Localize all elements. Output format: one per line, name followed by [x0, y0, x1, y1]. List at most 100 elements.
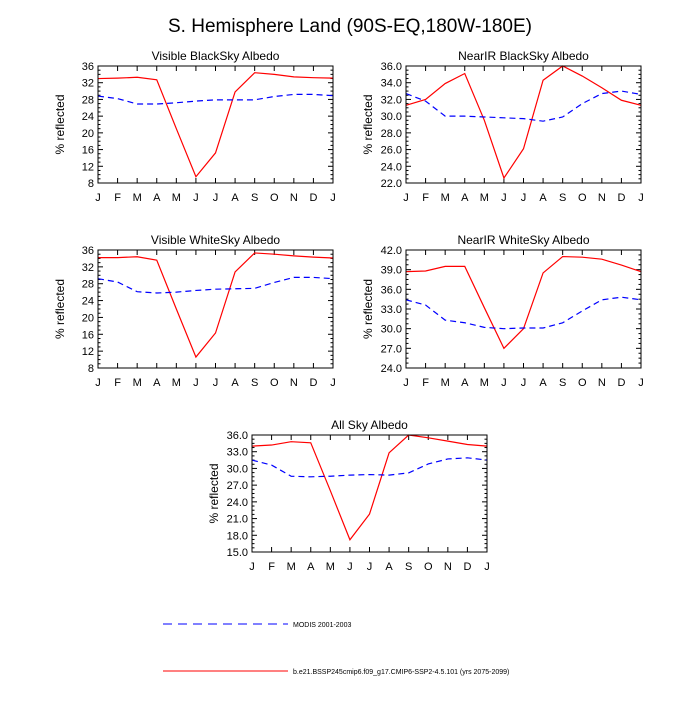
x-tick-label: D [617, 192, 625, 204]
y-tick-label: 24 [82, 296, 94, 308]
y-tick-label: 28 [82, 94, 94, 106]
x-tick-label: J [193, 377, 199, 389]
x-tick-label: F [114, 192, 121, 204]
x-tick-label: J [213, 192, 219, 204]
x-tick-label: M [172, 192, 181, 204]
x-tick-label: N [290, 377, 298, 389]
x-tick-label: J [193, 192, 199, 204]
y-tick-label: 34.0 [381, 78, 402, 90]
panel-title: NearIR WhiteSky Albedo [457, 233, 589, 247]
x-tick-label: O [578, 377, 587, 389]
x-tick-label: J [501, 377, 507, 389]
x-tick-label: J [521, 377, 527, 389]
panel-title: NearIR BlackSky Albedo [458, 49, 589, 63]
x-tick-label: S [251, 192, 258, 204]
y-tick-label: 24.0 [381, 363, 402, 375]
figure-title: S. Hemisphere Land (90S-EQ,180W-180E) [168, 16, 532, 37]
plot-frame [98, 66, 333, 183]
panel-visible-whitesky: Visible WhiteSky Albedo% reflected812162… [53, 233, 336, 389]
y-axis-label: % reflected [361, 279, 375, 339]
y-tick-label: 24.0 [227, 497, 248, 509]
x-tick-label: A [153, 377, 161, 389]
x-tick-label: D [309, 192, 317, 204]
x-tick-label: N [290, 192, 298, 204]
y-tick-label: 26.0 [381, 145, 402, 157]
x-tick-label: M [441, 377, 450, 389]
x-tick-label: A [231, 377, 239, 389]
x-tick-label: J [403, 192, 409, 204]
x-tick-label: J [213, 377, 219, 389]
panel-title: Visible BlackSky Albedo [152, 49, 280, 63]
x-tick-label: N [444, 561, 452, 573]
series-line-model [406, 66, 641, 178]
y-tick-label: 21.0 [227, 514, 248, 526]
y-tick-label: 15.0 [227, 547, 248, 559]
y-tick-label: 12 [82, 161, 94, 173]
x-tick-label: J [521, 192, 527, 204]
x-tick-label: D [463, 561, 471, 573]
x-tick-label: A [539, 377, 547, 389]
series-line-model [406, 257, 641, 349]
x-tick-label: D [309, 377, 317, 389]
x-tick-label: J [638, 192, 644, 204]
x-tick-label: J [95, 377, 101, 389]
y-tick-label: 24.0 [381, 161, 402, 173]
y-tick-label: 39.0 [381, 265, 402, 277]
x-tick-label: A [307, 561, 315, 573]
x-tick-label: A [461, 377, 469, 389]
panel-title: Visible WhiteSky Albedo [151, 233, 281, 247]
x-tick-label: J [367, 561, 373, 573]
x-tick-label: S [251, 377, 258, 389]
x-tick-label: A [153, 192, 161, 204]
plot-frame [98, 250, 333, 368]
y-tick-label: 20 [82, 312, 94, 324]
y-tick-label: 28 [82, 279, 94, 291]
y-tick-label: 36.0 [381, 284, 402, 296]
y-tick-label: 28.0 [381, 128, 402, 140]
series-line-modis [98, 94, 333, 104]
plot-frame [406, 66, 641, 183]
y-tick-label: 27.0 [227, 480, 248, 492]
x-tick-label: J [330, 377, 336, 389]
panel-visible-blacksky: Visible BlackSky Albedo% reflected812162… [53, 49, 336, 204]
x-tick-label: J [403, 377, 409, 389]
x-tick-label: F [422, 192, 429, 204]
x-tick-label: M [133, 192, 142, 204]
y-tick-label: 22.0 [381, 178, 402, 190]
x-tick-label: N [598, 377, 606, 389]
x-tick-label: N [598, 192, 606, 204]
x-tick-label: F [114, 377, 121, 389]
x-tick-label: M [133, 377, 142, 389]
x-tick-label: M [480, 377, 489, 389]
x-tick-label: S [559, 192, 566, 204]
y-tick-label: 18.0 [227, 530, 248, 542]
x-tick-label: S [559, 377, 566, 389]
x-tick-label: J [501, 192, 507, 204]
y-tick-label: 30.0 [381, 111, 402, 123]
series-line-model [98, 253, 333, 357]
x-tick-label: M [326, 561, 335, 573]
x-tick-label: J [249, 561, 255, 573]
x-tick-label: F [422, 377, 429, 389]
x-tick-label: S [405, 561, 412, 573]
x-tick-label: J [95, 192, 101, 204]
y-tick-label: 36.0 [227, 430, 248, 442]
x-tick-label: O [270, 377, 279, 389]
x-tick-label: M [172, 377, 181, 389]
x-tick-label: M [480, 192, 489, 204]
y-tick-label: 32 [82, 262, 94, 274]
y-tick-label: 20 [82, 128, 94, 140]
x-tick-label: M [441, 192, 450, 204]
panel-nearir-whitesky: NearIR WhiteSky Albedo% reflected24.027.… [361, 233, 644, 389]
panel-title: All Sky Albedo [331, 418, 408, 432]
legend-modis-label: MODIS 2001-2003 [293, 622, 351, 629]
series-line-model [98, 73, 333, 177]
y-tick-label: 12 [82, 346, 94, 358]
series-line-modis [98, 277, 333, 293]
y-axis-label: % reflected [207, 463, 221, 523]
series-line-modis [252, 458, 487, 477]
y-tick-label: 8 [88, 178, 94, 190]
x-tick-label: A [461, 192, 469, 204]
series-line-modis [406, 297, 641, 328]
